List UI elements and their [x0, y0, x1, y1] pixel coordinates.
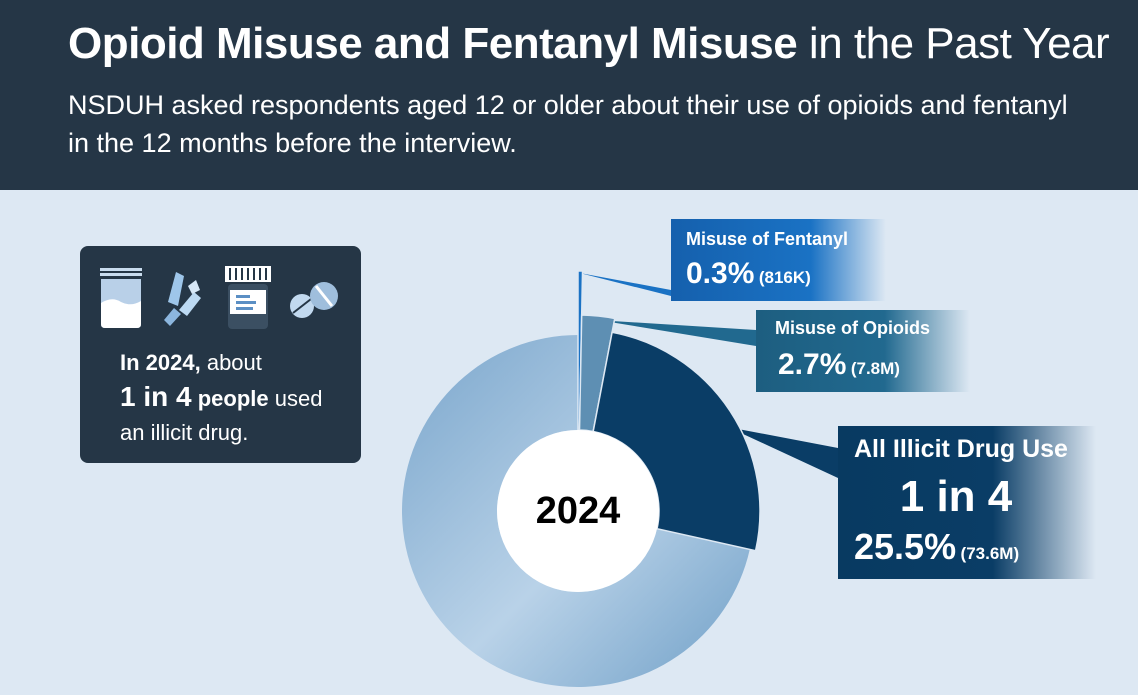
opioids-label-title: Misuse of Opioids	[775, 318, 931, 338]
leader-fentanyl	[579, 273, 671, 296]
opioids-pct: 2.7%	[778, 348, 847, 381]
fentanyl-count: (816K)	[758, 268, 811, 287]
illicit-label-values: 25.5% (73.6M)	[854, 526, 1019, 568]
illicit-ratio: 1 in 4	[899, 472, 1013, 521]
info-year: In 2024,	[120, 350, 201, 375]
fentanyl-label-values: 0.3% (816K)	[686, 257, 811, 291]
illicit-label-title: All Illicit Drug Use	[854, 435, 1068, 463]
info-used: used	[268, 386, 323, 411]
info-people: people	[191, 386, 269, 411]
info-box: In 2024, about 1 in 4 people used an ill…	[80, 246, 361, 463]
header-banner: Opioid Misuse and Fentanyl Misuse in the…	[0, 0, 1138, 190]
page-title: Opioid Misuse and Fentanyl Misuse in the…	[68, 18, 1110, 70]
pie-slices	[402, 270, 761, 688]
illicit-label: All Illicit Drug Use 1 in 4 25.5% (73.6M…	[838, 426, 1096, 579]
info-ratio: 1 in 4	[120, 381, 192, 412]
opioids-label: Misuse of Opioids 2.7% (7.8M)	[756, 310, 970, 392]
page-subtitle: NSDUH asked respondents aged 12 or older…	[68, 90, 1068, 158]
crystals-icon	[164, 272, 201, 326]
info-about: about	[200, 350, 262, 375]
pill-bottle-icon	[225, 266, 271, 329]
opioids-label-values: 2.7% (7.8M)	[778, 348, 900, 382]
leader-illicit	[728, 427, 838, 478]
leader-opioids	[598, 320, 756, 346]
title-regular: in the Past Year	[808, 19, 1110, 68]
fentanyl-pct: 0.3%	[686, 257, 755, 290]
chart-center-label: 2024	[535, 489, 621, 532]
info-text: In 2024, about 1 in 4 people used an ill…	[120, 346, 350, 450]
title-bold: Opioid Misuse and Fentanyl Misuse	[68, 19, 798, 68]
pills-icon	[290, 282, 338, 318]
illicit-count: (73.6M)	[960, 544, 1020, 563]
pie-slice-remainder	[402, 335, 750, 688]
fentanyl-label-title: Misuse of Fentanyl	[686, 229, 849, 249]
leader-lines	[579, 273, 838, 478]
pie-center-circle	[497, 430, 659, 592]
illicit-pct: 25.5%	[854, 526, 957, 567]
pie-chart	[402, 270, 838, 688]
info-line-1: In 2024, about	[120, 346, 350, 380]
info-line-3: an illicit drug.	[120, 420, 249, 445]
fentanyl-label: Misuse of Fentanyl 0.3% (816K)	[671, 219, 886, 301]
opioids-count: (7.8M)	[850, 359, 900, 378]
powder-bag-icon	[100, 268, 142, 328]
info-line-2: 1 in 4 people used	[120, 380, 350, 416]
drug-icons	[100, 266, 338, 329]
